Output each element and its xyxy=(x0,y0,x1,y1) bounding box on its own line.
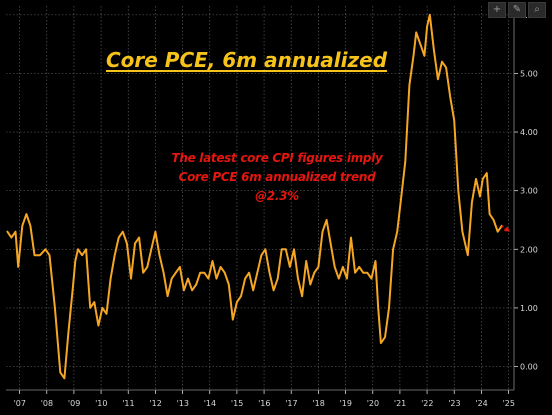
x-tick-label: '23 xyxy=(448,399,460,408)
zoom-icon[interactable]: ⌕ xyxy=(528,2,546,18)
x-axis: '07 '08 '09 '10 '11 '12 '13 '14 '15 '16 '17 '18 '19 '… xyxy=(6,389,515,408)
x-tick-label: '21 xyxy=(394,399,406,408)
x-tick-label: '14 xyxy=(204,399,216,408)
y-tick-label: 3.00 xyxy=(520,187,538,196)
x-tick-label: '15 xyxy=(231,399,243,408)
chart-annotation: The latest core CPI figures imply Core P… xyxy=(152,149,402,206)
x-tick-label: '20 xyxy=(367,399,379,408)
chart-toolbar: + ✎ ⌕ xyxy=(488,2,546,18)
x-tick-label: '24 xyxy=(475,399,487,408)
x-tick-label: '12 xyxy=(149,399,161,408)
y-tick-label: 5.00 xyxy=(520,69,538,78)
x-tick-label: '07 xyxy=(14,399,26,408)
x-tick-label: '13 xyxy=(177,399,189,408)
annotation-line-2: Core PCE 6m annualized trend xyxy=(178,170,376,184)
y-tick-label: 4.00 xyxy=(520,128,538,137)
y-tick-label: 2.00 xyxy=(520,245,538,254)
grid-layer xyxy=(6,6,514,390)
series-line-core-pce xyxy=(6,13,503,380)
annotation-line-3: @2.3% xyxy=(255,189,299,203)
y-tick-label: 0.00 xyxy=(520,363,538,372)
annotation-line-1: The latest core CPI figures imply xyxy=(171,151,383,165)
x-tick-label: '22 xyxy=(421,399,433,408)
chart-title: Core PCE, 6m annualized xyxy=(106,48,388,72)
x-tick-label: '18 xyxy=(312,399,324,408)
x-tick-label: '08 xyxy=(41,399,53,408)
plus-icon[interactable]: + xyxy=(488,2,506,18)
series-layer xyxy=(6,13,510,380)
y-axis: 0.001.002.003.004.005.006.00 xyxy=(513,6,538,390)
x-tick-label: '25 xyxy=(503,399,515,408)
x-tick-label: '17 xyxy=(285,399,297,408)
x-tick-label: '16 xyxy=(258,399,270,408)
x-tick-label: '09 xyxy=(68,399,80,408)
x-tick-label: '11 xyxy=(122,399,134,408)
projection-arrowhead xyxy=(503,226,510,232)
x-tick-label: '19 xyxy=(340,399,352,408)
x-tick-label: '10 xyxy=(95,399,107,408)
y-tick-label: 1.00 xyxy=(520,304,538,313)
pencil-icon[interactable]: ✎ xyxy=(508,2,526,18)
